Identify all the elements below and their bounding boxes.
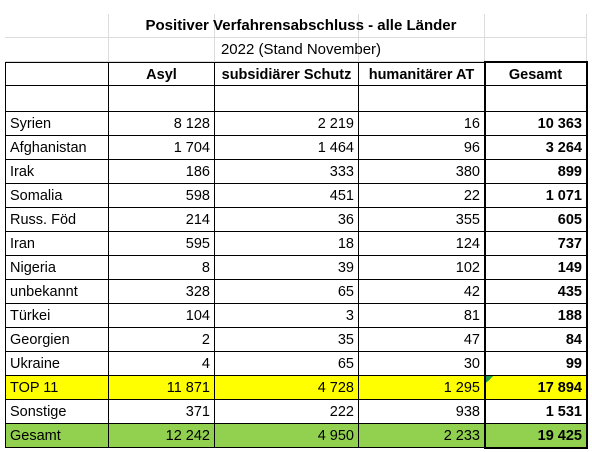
sheet-subtitle: 2022 (Stand November) [220, 41, 382, 58]
gridline-cell [215, 38, 359, 62]
table-cell: 2 [109, 328, 215, 352]
table-cell: 2 219 [215, 112, 359, 136]
table-cell: 8 [109, 256, 215, 280]
table-cell: 333 [215, 160, 359, 184]
table-cell: 214 [109, 208, 215, 232]
column-header: humanitärer AT [359, 62, 485, 86]
sheet-title: Positiver Verfahrensabschluss - alle Län… [145, 17, 457, 34]
table-cell: 39 [215, 256, 359, 280]
table-cell: 22 [359, 184, 485, 208]
table-cell: 1 071 [485, 184, 587, 208]
table-cell: 3 [215, 304, 359, 328]
table-cell: 18 [215, 232, 359, 256]
table-cell: 371 [109, 400, 215, 424]
table-cell: 595 [109, 232, 215, 256]
column-header: Asyl [109, 62, 215, 86]
table-cell: 42 [359, 280, 485, 304]
row-label: Syrien [5, 112, 109, 136]
row-label: Ukraine [5, 352, 109, 376]
row-label: Türkei [5, 304, 109, 328]
table-cell: 65 [215, 280, 359, 304]
table-cell: 938 [359, 400, 485, 424]
empty-cell [109, 86, 215, 112]
empty-cell [485, 86, 587, 112]
table-cell: 4 950 [215, 424, 359, 448]
table-cell: 380 [359, 160, 485, 184]
gridline-cell [109, 14, 215, 38]
gridline-cell [359, 38, 485, 62]
table-cell: 3 264 [485, 136, 587, 160]
table-cell: 102 [359, 256, 485, 280]
row-label: unbekannt [5, 280, 109, 304]
table-cell: 435 [485, 280, 587, 304]
gridline-cell [109, 38, 215, 62]
table-cell: 149 [485, 256, 587, 280]
table-cell: 188 [485, 304, 587, 328]
table-cell: 19 425 [485, 424, 587, 448]
gridline-cell [5, 14, 109, 38]
column-header: subsidiärer Schutz [215, 62, 359, 86]
table-cell: 737 [485, 232, 587, 256]
gridline-cell [215, 14, 359, 38]
table-cell: 104 [109, 304, 215, 328]
table-cell: 16 [359, 112, 485, 136]
table-cell: 598 [109, 184, 215, 208]
row-label: Gesamt [5, 424, 109, 448]
table-cell: 30 [359, 352, 485, 376]
empty-cell [359, 86, 485, 112]
row-label: Iran [5, 232, 109, 256]
table-cell: 17 894 [485, 376, 587, 400]
row-label: Russ. Föd [5, 208, 109, 232]
column-header: Gesamt [485, 62, 587, 86]
table-cell: 36 [215, 208, 359, 232]
table-cell: 2 233 [359, 424, 485, 448]
gridline-cell [359, 14, 485, 38]
error-indicator [486, 376, 493, 383]
gridline-cell [5, 38, 109, 62]
table-cell: 35 [215, 328, 359, 352]
row-label: Irak [5, 160, 109, 184]
row-label: TOP 11 [5, 376, 109, 400]
table-cell: 328 [109, 280, 215, 304]
table-cell: 1 704 [109, 136, 215, 160]
table-cell: 451 [215, 184, 359, 208]
table-cell: 186 [109, 160, 215, 184]
empty-cell [5, 86, 109, 112]
table-cell: 1 295 [359, 376, 485, 400]
table-cell: 81 [359, 304, 485, 328]
table-cell: 4 [109, 352, 215, 376]
table-cell: 99 [485, 352, 587, 376]
table-cell: 1 531 [485, 400, 587, 424]
row-label: Somalia [5, 184, 109, 208]
table-cell: 355 [359, 208, 485, 232]
table-cell: 65 [215, 352, 359, 376]
table-cell: 11 871 [109, 376, 215, 400]
row-label: Nigeria [5, 256, 109, 280]
row-label: Georgien [5, 328, 109, 352]
row-label: Afghanistan [5, 136, 109, 160]
table-cell: 222 [215, 400, 359, 424]
gridline-cell [485, 14, 587, 38]
header-corner [5, 62, 109, 86]
table-cell: 84 [485, 328, 587, 352]
table-cell: 10 363 [485, 112, 587, 136]
table-cell: 8 128 [109, 112, 215, 136]
table-cell: 605 [485, 208, 587, 232]
row-label: Sonstige [5, 400, 109, 424]
empty-cell [215, 86, 359, 112]
table-cell: 4 728 [215, 376, 359, 400]
table-cell: 96 [359, 136, 485, 160]
table-cell: 899 [485, 160, 587, 184]
table-cell: 12 242 [109, 424, 215, 448]
table-cell: 124 [359, 232, 485, 256]
table-cell: 1 464 [215, 136, 359, 160]
table-cell: 47 [359, 328, 485, 352]
